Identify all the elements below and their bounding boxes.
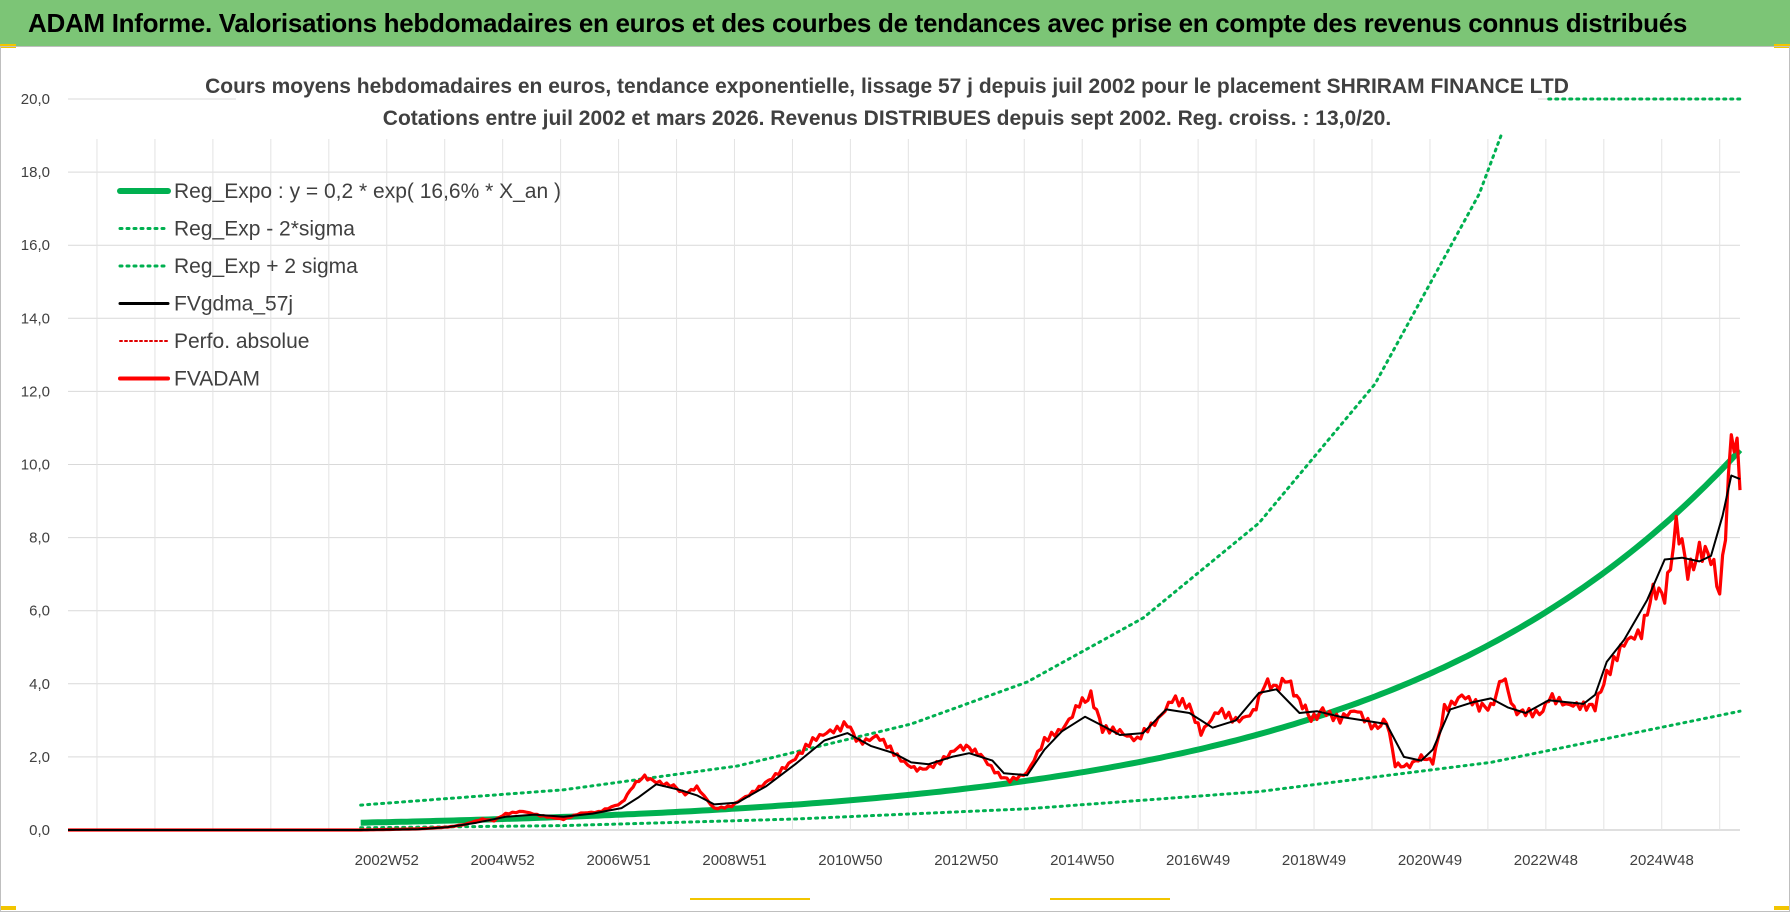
series-reg-exp-minus-2-sigma: [359, 709, 1742, 830]
series-reg-expo: [360, 447, 1743, 826]
series-fvgdma-57j: [68, 474, 1741, 831]
x-tick-label: 2022W48: [1514, 852, 1578, 869]
x-axis: 2002W52 2004W52 2006W51 2008W51 2010W50 2012W…: [355, 852, 1694, 869]
series-fvadam: [68, 433, 1742, 832]
legend-label: FVADAM: [174, 368, 260, 391]
y-axis: 0,0 2,0 4,0 6,0 8,0 10,0 12,0 14,0 16,0 18,0 20,0: [21, 91, 50, 839]
corner-marker: [690, 898, 810, 900]
x-tick-label: 2020W49: [1398, 852, 1462, 869]
y-tick-label: 16,0: [21, 237, 50, 254]
corner-marker: [1050, 898, 1170, 900]
y-tick-label: 2,0: [29, 749, 50, 766]
y-tick-label: 4,0: [29, 676, 50, 693]
series-group: [68, 97, 1743, 832]
y-tick-label: 8,0: [29, 530, 50, 547]
legend-label: Reg_Exp - 2*sigma: [174, 218, 355, 241]
legend-label: Reg_Expo : y = 0,2 * exp( 16,6% * X_an ): [174, 180, 561, 203]
corner-marker: [0, 906, 16, 910]
y-tick-label: 18,0: [21, 164, 50, 181]
series-reg-exp-plus-2-sigma: [359, 130, 1504, 807]
legend-label: Perfo. absolue: [174, 330, 309, 353]
title-background: [236, 71, 1538, 133]
x-tick-label: 2016W49: [1166, 852, 1230, 869]
legend: Reg_Expo : y = 0,2 * exp( 16,6% * X_an )…: [117, 180, 561, 391]
x-tick-label: 2010W50: [818, 852, 882, 869]
x-tick-label: 2006W51: [586, 852, 650, 869]
x-tick-label: 2004W52: [471, 852, 535, 869]
y-tick-label: 6,0: [29, 603, 50, 620]
x-tick-label: 2014W50: [1050, 852, 1114, 869]
header-banner: ADAM Informe. Valorisations hebdomadaire…: [0, 0, 1790, 47]
chart-title-line2: Cotations entre juil 2002 et mars 2026. …: [383, 107, 1391, 130]
x-tick-label: 2002W52: [355, 852, 419, 869]
y-tick-label: 20,0: [21, 91, 50, 108]
gridlines: [68, 98, 1740, 831]
corner-marker: [1774, 906, 1790, 910]
y-tick-label: 14,0: [21, 310, 50, 327]
legend-label: Reg_Exp + 2 sigma: [174, 255, 358, 278]
x-tick-label: 2012W50: [934, 852, 998, 869]
x-tick-label: 2024W48: [1630, 852, 1694, 869]
y-tick-label: 0,0: [29, 822, 50, 839]
y-tick-label: 12,0: [21, 383, 50, 400]
x-tick-label: 2008W51: [702, 852, 766, 869]
y-tick-label: 10,0: [21, 457, 50, 474]
legend-label: FVgdma_57j: [174, 293, 293, 316]
page-title: ADAM Informe. Valorisations hebdomadaire…: [28, 8, 1688, 38]
chart-title-line1: Cours moyens hebdomadaires en euros, ten…: [205, 75, 1569, 98]
x-tick-label: 2018W49: [1282, 852, 1346, 869]
